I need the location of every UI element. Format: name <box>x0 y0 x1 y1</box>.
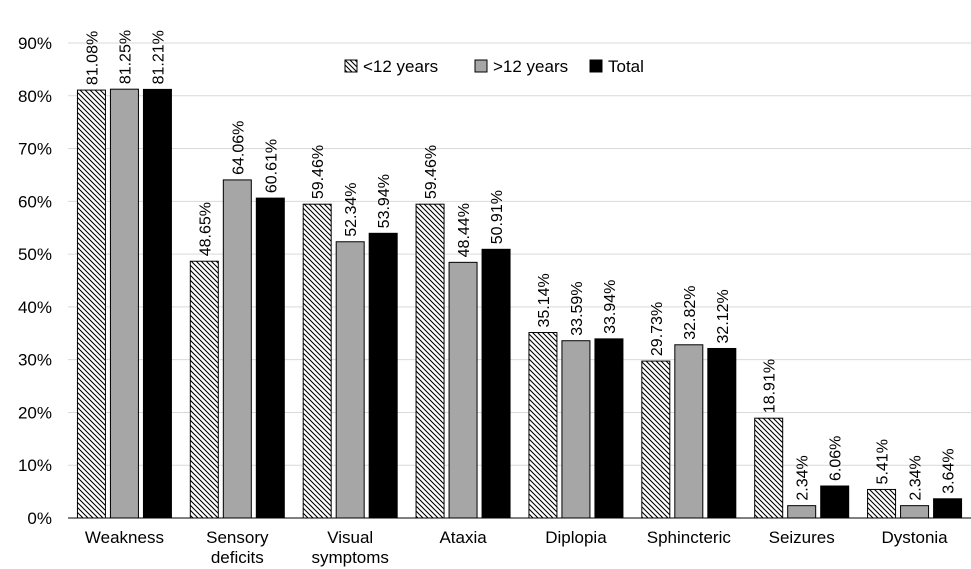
data-label: 18.91% <box>762 359 779 413</box>
legend-swatch <box>589 59 603 73</box>
y-tick-label: 0% <box>27 509 52 528</box>
bar-under-12 <box>76 89 106 519</box>
data-label: 29.73% <box>649 302 666 356</box>
bar-total <box>255 197 285 519</box>
bar-over-12 <box>674 344 704 519</box>
data-label: 50.91% <box>489 190 506 244</box>
data-label: 81.08% <box>84 31 101 85</box>
bar-under-12 <box>641 360 671 519</box>
data-label: 6.06% <box>828 436 845 481</box>
data-label: 3.64% <box>941 448 958 493</box>
bar-under-12 <box>189 260 219 519</box>
category-label: Diplopia <box>545 528 607 547</box>
y-tick-label: 60% <box>18 192 52 211</box>
data-label: 33.94% <box>602 280 619 334</box>
data-label: 33.59% <box>569 281 586 335</box>
legend-label: >12 years <box>493 57 568 76</box>
y-tick-label: 90% <box>18 34 52 53</box>
data-label: 2.34% <box>908 455 925 500</box>
data-label: 2.34% <box>795 455 812 500</box>
category-label: Sensory <box>206 528 269 547</box>
data-label: 59.46% <box>310 145 327 199</box>
category-label: Visual <box>327 528 373 547</box>
data-label: 81.25% <box>117 30 134 84</box>
data-label: 48.65% <box>197 202 214 256</box>
data-label: 32.82% <box>682 286 699 340</box>
bar-under-12 <box>528 332 558 519</box>
legend: <12 years >12 years Total <box>344 57 644 76</box>
data-label: 81.21% <box>150 30 167 84</box>
bar-under-12 <box>302 203 332 519</box>
data-labels: 81.08% 81.25% 81.21% 48.65% 64.06% 60.61% 59.4… <box>84 30 957 501</box>
bar-total <box>933 498 963 519</box>
y-tick-label: 50% <box>18 245 52 264</box>
legend-label: Total <box>608 57 644 76</box>
category-label: Dystonia <box>881 528 948 547</box>
bar-total <box>594 338 624 519</box>
y-tick-label: 30% <box>18 351 52 370</box>
bar-under-12 <box>867 488 897 519</box>
data-label: 35.14% <box>536 273 553 327</box>
y-axis-ticks: 0% 10% 20% 30% 40% 50% 60% 70% 80% 90% <box>18 34 52 528</box>
data-label: 59.46% <box>423 145 440 199</box>
category-label: Weakness <box>85 528 164 547</box>
bar-total <box>707 347 737 519</box>
data-label: 64.06% <box>230 121 247 175</box>
data-label: 53.94% <box>376 174 393 228</box>
category-label: Sphincteric <box>647 528 732 547</box>
legend-label: <12 years <box>363 57 438 76</box>
y-tick-label: 20% <box>18 403 52 422</box>
data-label: 48.44% <box>456 203 473 257</box>
y-tick-label: 80% <box>18 87 52 106</box>
bar-total <box>142 88 172 519</box>
data-label: 52.34% <box>343 182 360 236</box>
bar-total <box>820 485 850 519</box>
data-label: 32.12% <box>715 289 732 343</box>
bar-total <box>368 232 398 519</box>
category-label: Seizures <box>769 528 835 547</box>
category-label: deficits <box>211 548 264 567</box>
bar-total <box>481 248 511 519</box>
legend-swatch <box>474 59 488 73</box>
bars <box>76 88 963 519</box>
legend-swatch <box>344 59 358 73</box>
bar-over-12 <box>787 505 817 519</box>
bar-over-12 <box>900 505 930 519</box>
y-tick-label: 10% <box>18 456 52 475</box>
data-label: 5.41% <box>875 439 892 484</box>
bar-under-12 <box>415 203 445 519</box>
bar-over-12 <box>222 179 252 519</box>
category-label: symptoms <box>311 548 388 567</box>
bar-over-12 <box>448 261 478 519</box>
bar-under-12 <box>754 417 784 519</box>
category-label: Ataxia <box>439 528 487 547</box>
bar-over-12 <box>109 88 139 519</box>
bar-over-12 <box>561 340 591 519</box>
y-tick-label: 70% <box>18 140 52 159</box>
y-tick-label: 40% <box>18 298 52 317</box>
bar-over-12 <box>335 241 365 519</box>
data-label: 60.61% <box>263 139 280 193</box>
